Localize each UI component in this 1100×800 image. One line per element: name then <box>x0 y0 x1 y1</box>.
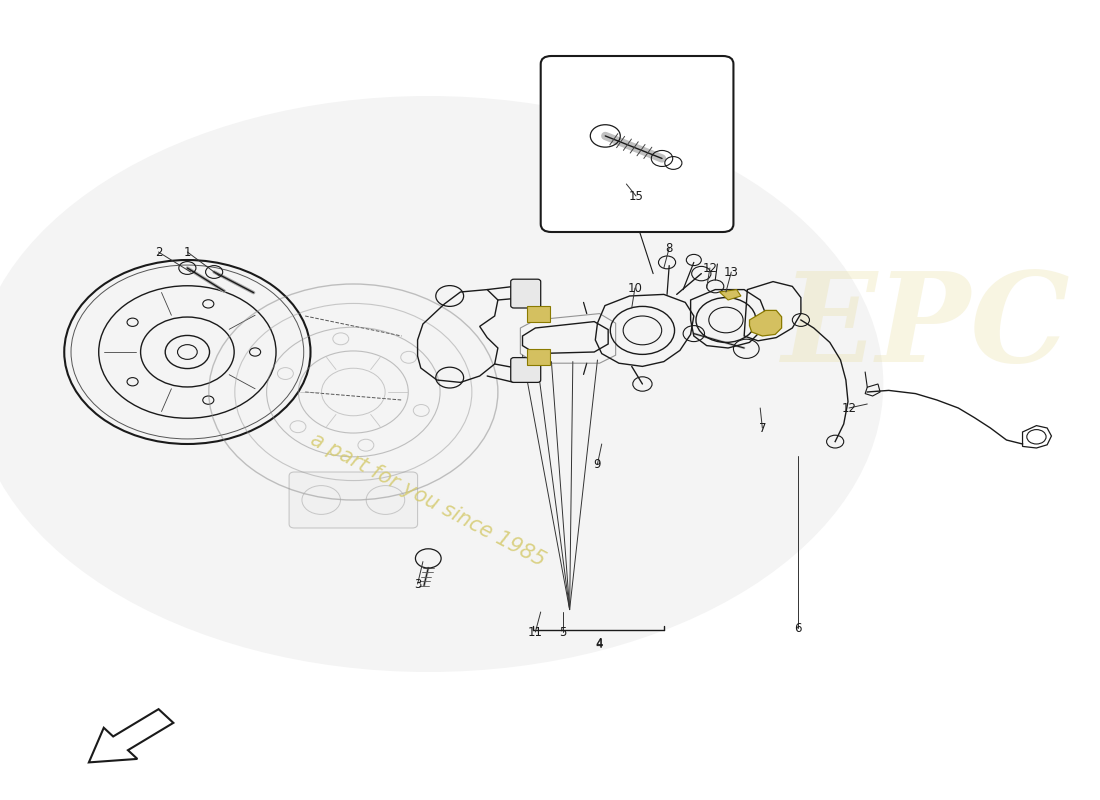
FancyBboxPatch shape <box>510 279 541 308</box>
Text: a part for you since 1985: a part for you since 1985 <box>308 430 549 570</box>
Text: 15: 15 <box>628 190 643 202</box>
FancyBboxPatch shape <box>527 306 550 322</box>
Text: 12: 12 <box>703 262 717 274</box>
Text: 13: 13 <box>724 266 739 278</box>
Text: 4: 4 <box>596 638 603 650</box>
Text: 12: 12 <box>842 402 857 414</box>
Text: 4: 4 <box>596 637 603 650</box>
Polygon shape <box>719 290 741 300</box>
Text: 9: 9 <box>594 458 602 470</box>
Text: 3: 3 <box>414 578 421 590</box>
Text: EPC: EPC <box>782 267 1070 389</box>
Polygon shape <box>749 310 782 336</box>
Text: 2: 2 <box>155 246 162 258</box>
FancyBboxPatch shape <box>510 358 541 382</box>
FancyBboxPatch shape <box>541 56 734 232</box>
Text: 8: 8 <box>666 242 673 254</box>
Text: 11: 11 <box>528 626 543 638</box>
FancyArrow shape <box>89 709 174 762</box>
FancyBboxPatch shape <box>289 472 418 528</box>
Text: 1: 1 <box>184 246 191 258</box>
Text: 7: 7 <box>759 422 766 434</box>
Text: 5: 5 <box>560 626 566 638</box>
FancyBboxPatch shape <box>527 349 550 365</box>
Ellipse shape <box>0 96 883 672</box>
Text: 6: 6 <box>794 622 802 634</box>
Text: 10: 10 <box>627 282 642 294</box>
